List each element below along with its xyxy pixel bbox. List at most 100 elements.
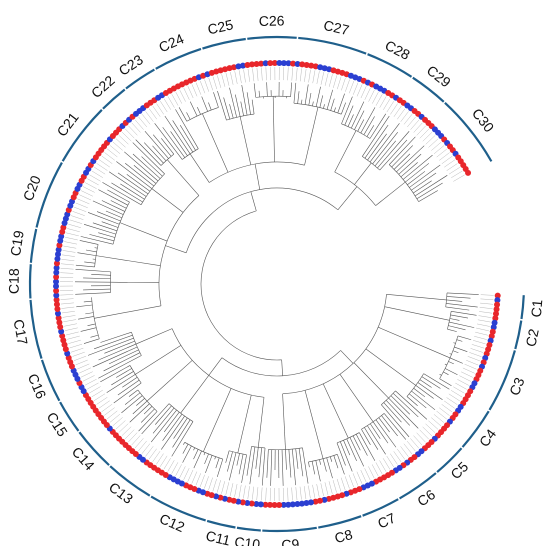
- branch: [103, 352, 141, 372]
- branch: [304, 390, 324, 459]
- branch: [213, 92, 219, 108]
- leaf-label-mark: [175, 91, 182, 104]
- leaf-label-mark: [364, 468, 371, 481]
- branch: [119, 222, 168, 242]
- leaf-dot: [494, 292, 501, 299]
- leaf-label-mark: [124, 429, 135, 440]
- leaf-label-mark: [441, 155, 453, 164]
- branch: [398, 153, 422, 175]
- branch: [183, 442, 186, 445]
- leaf-label-mark: [79, 194, 92, 201]
- leaf-label-mark: [422, 426, 433, 437]
- leaf-label-mark: [91, 170, 103, 178]
- leaf-label-mark: [77, 198, 90, 205]
- leaf-label-mark: [466, 360, 479, 366]
- leaf-label-mark: [187, 469, 194, 482]
- leaf-label-mark: [152, 451, 161, 462]
- leaf-label-mark: [85, 182, 97, 189]
- clade-arc: [436, 447, 463, 473]
- branch: [141, 403, 170, 435]
- branch: [370, 423, 381, 439]
- branch: [439, 374, 442, 376]
- branch: [104, 340, 135, 354]
- branch: [107, 189, 130, 203]
- branch: [135, 139, 162, 166]
- leaf-label-mark: [73, 355, 87, 361]
- branch: [336, 442, 346, 466]
- leaf-label-mark: [261, 67, 263, 81]
- branch: [366, 125, 375, 137]
- branch: [170, 131, 188, 156]
- branch: [186, 112, 191, 120]
- branch: [297, 91, 300, 104]
- clade-label: C4: [476, 426, 500, 450]
- branch: [446, 299, 463, 302]
- leaf-label-mark: [62, 315, 76, 318]
- branch: [407, 171, 426, 185]
- leaf-label-mark: [457, 379, 469, 386]
- branch: [229, 87, 237, 118]
- branch: [339, 374, 374, 422]
- branch: [266, 449, 269, 478]
- tree-branches: [75, 82, 479, 486]
- branch: [83, 223, 116, 235]
- leaf-label-mark: [375, 462, 383, 474]
- leaf-label-mark: [410, 119, 420, 130]
- branch: [152, 407, 175, 434]
- branch: [154, 123, 183, 160]
- leaf-label-mark: [98, 400, 110, 409]
- branch: [236, 453, 240, 466]
- branch: [193, 450, 202, 469]
- branch: [173, 417, 188, 439]
- leaf-label-mark: [138, 440, 147, 452]
- branch: [225, 450, 230, 463]
- leaf-label-mark: [234, 71, 238, 84]
- branch: [354, 110, 365, 130]
- branch: [448, 325, 466, 331]
- branch: [215, 457, 220, 469]
- leaf-label-mark: [106, 410, 118, 420]
- leaf-label-mark: [431, 417, 442, 427]
- leaf-label-mark: [247, 486, 250, 500]
- leaf-label-mark: [477, 319, 491, 323]
- branch: [135, 345, 182, 375]
- leaf-label-mark: [422, 132, 433, 142]
- leaf-label-mark: [469, 352, 482, 357]
- leaf-label-mark: [167, 460, 175, 472]
- branch: [116, 368, 132, 378]
- leaf-label-mark: [416, 125, 426, 136]
- leaf-label-mark: [84, 378, 97, 386]
- leaf-label-mark: [61, 254, 75, 257]
- branch: [445, 368, 458, 375]
- clade-arc: [461, 410, 490, 448]
- branch-arc: [160, 153, 175, 166]
- branch: [193, 447, 196, 451]
- leaf-label-mark: [252, 486, 254, 500]
- branch: [257, 397, 265, 448]
- branch: [281, 449, 284, 486]
- clade-arc: [412, 76, 445, 103]
- branch: [346, 438, 357, 462]
- branch: [83, 338, 100, 344]
- leaf-label-mark: [109, 145, 121, 154]
- leaf-label-mark: [295, 487, 298, 501]
- leaf-label-mark: [475, 331, 488, 336]
- leaf-label-mark: [345, 79, 350, 92]
- leaf-label-mark: [400, 111, 409, 122]
- branch: [253, 83, 257, 98]
- branch-arc: [185, 187, 339, 253]
- branch: [152, 134, 172, 157]
- branch: [352, 435, 361, 451]
- branch: [85, 249, 97, 253]
- branch: [171, 421, 194, 457]
- leaf-label-mark: [64, 323, 77, 327]
- leaf-label-mark: [66, 232, 79, 237]
- leaf-label-mark: [208, 477, 213, 490]
- branch: [101, 221, 119, 228]
- branch: [381, 404, 410, 438]
- branch: [445, 306, 470, 311]
- branch: [87, 323, 96, 326]
- clade-label: C18: [6, 268, 22, 294]
- branch: [357, 119, 365, 132]
- clade-arc: [109, 465, 151, 497]
